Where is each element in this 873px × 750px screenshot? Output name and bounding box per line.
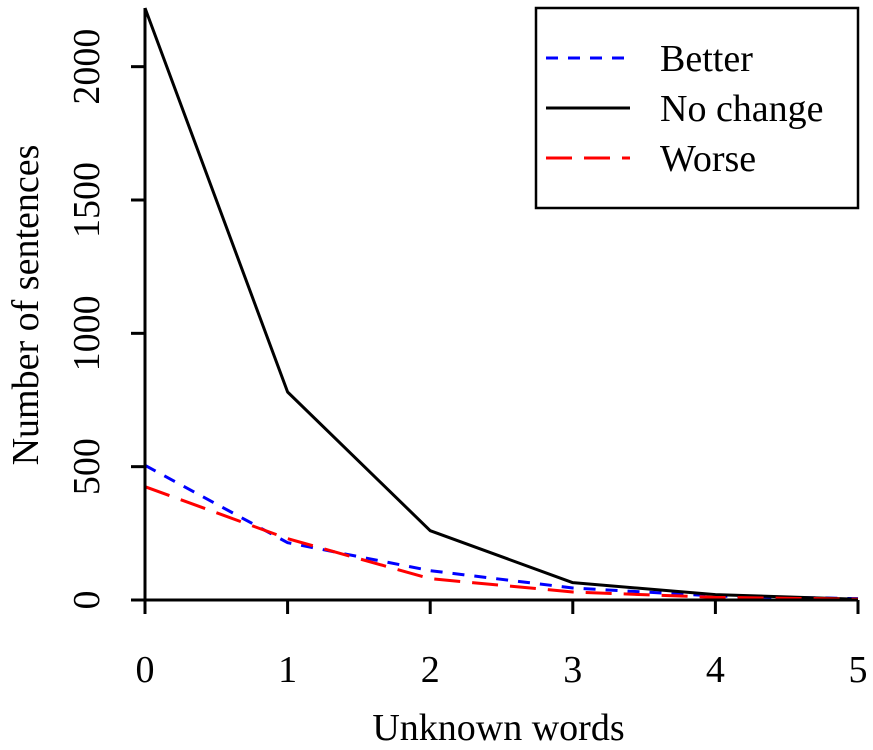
x-tick-label: 1 [278, 649, 297, 691]
y-tick-label: 1500 [66, 162, 108, 238]
x-tick-label: 4 [706, 649, 725, 691]
legend: Better No change Worse [534, 6, 860, 210]
plot-lines [143, 7, 859, 601]
legend-items: Better No change Worse [546, 38, 824, 180]
legend-label: No change [660, 88, 824, 130]
series-line [144, 464, 859, 601]
x-axis-title: Unknown words [372, 707, 624, 749]
y-tick-label: 0 [66, 591, 108, 610]
legend-label: Better [660, 38, 753, 80]
x-tick-label: 2 [421, 649, 440, 691]
y-axis-title: Number of sentences [5, 145, 47, 466]
series-line [144, 485, 859, 601]
legend-label: Worse [660, 138, 756, 180]
x-tick-label: 0 [136, 649, 155, 691]
series-line [143, 7, 859, 601]
y-tick-label: 1000 [66, 295, 108, 371]
y-tick-label: 500 [66, 438, 108, 495]
axes [143, 8, 858, 602]
y-axis-ticks: 0 500 1000 1500 2000 [66, 29, 145, 610]
x-tick-label: 3 [563, 649, 582, 691]
x-axis-ticks: 0 1 2 3 4 5 [136, 600, 868, 691]
y-tick-label: 2000 [66, 29, 108, 105]
x-tick-label: 5 [849, 649, 868, 691]
